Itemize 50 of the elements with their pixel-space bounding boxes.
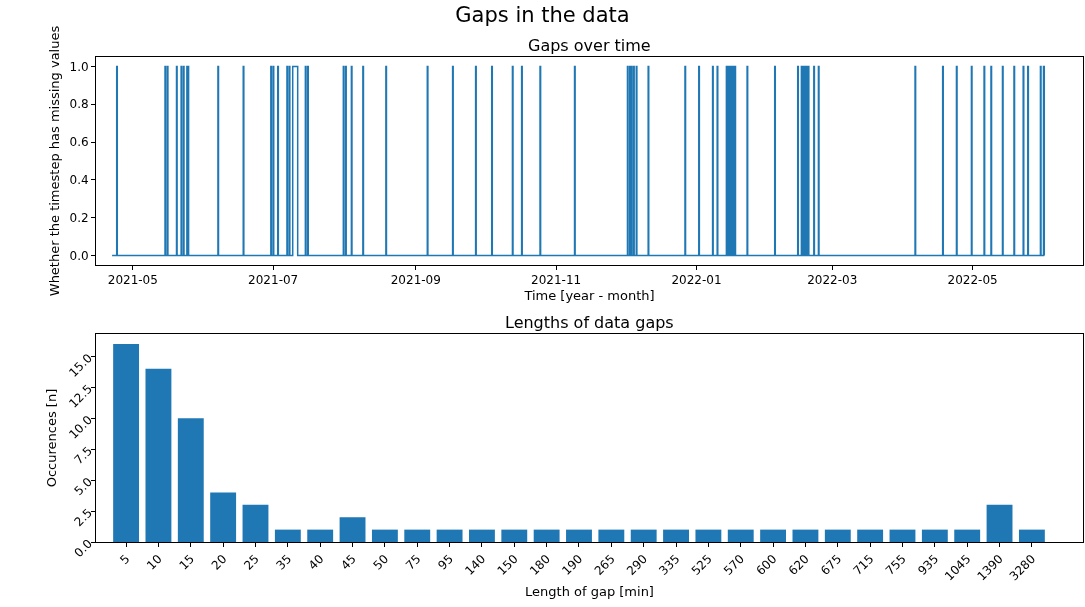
y-tick-label: 0.0 (71, 536, 95, 561)
x-tick-label: 620 (785, 551, 812, 578)
x-tick-label: 190 (559, 551, 586, 578)
x-axis-title: Time [year - month] (523, 288, 655, 303)
x-tick-label: 2022-05 (947, 273, 998, 288)
x-tick-label: 2022-01 (671, 273, 722, 288)
x-tick-label: 290 (623, 551, 651, 578)
y-tick-label: 2.5 (71, 505, 95, 530)
x-tick-label: 15 (176, 551, 198, 573)
x-tick-label: 25 (241, 551, 262, 573)
y-tick-label: 5.0 (71, 474, 95, 499)
x-tick-label: 180 (526, 551, 553, 578)
x-tick-label: 2021-05 (107, 273, 158, 288)
x-tick-label: 45 (338, 551, 359, 573)
x-tick-label: 75 (402, 551, 424, 573)
x-tick-label: 265 (591, 551, 618, 578)
x-tick-label: 95 (435, 551, 456, 573)
x-tick-label: 5 (117, 551, 133, 568)
x-tick-label: 150 (494, 551, 521, 578)
x-tick-label: 715 (850, 551, 877, 578)
y-tick-label: 0.6 (69, 135, 89, 150)
chart-title: Gaps in the data (455, 3, 630, 28)
x-tick-label: 675 (818, 551, 845, 578)
x-tick-label: 935 (915, 551, 942, 578)
y-tick-label: 0.4 (69, 173, 89, 188)
y-tick-label: 0.8 (69, 97, 89, 112)
x-tick-label: 20 (208, 551, 230, 573)
y-tick-label: 0.0 (69, 248, 89, 263)
y-tick-label: 0.2 (69, 210, 89, 225)
x-axis-title: Length of gap [min] (525, 583, 654, 599)
x-tick-label: 50 (370, 551, 392, 573)
x-tick-label: 35 (273, 551, 295, 573)
y-tick-label: 7.5 (71, 443, 95, 468)
x-tick-label: 570 (721, 551, 748, 578)
x-tick-label: 2021-11 (531, 273, 582, 288)
x-tick-label: 600 (753, 551, 780, 578)
x-tick-label: 2021-07 (248, 273, 299, 288)
x-tick-label: 2022-03 (807, 273, 858, 288)
y-axis-title: Whether the timestep has missing values (47, 25, 63, 297)
x-tick-label: 335 (656, 551, 683, 578)
y-tick-label: 1.0 (69, 59, 89, 74)
chart-title: Lengths of data gaps (505, 313, 674, 332)
chart-subtitle: Gaps over time (528, 36, 651, 55)
x-tick-label: 10 (144, 551, 165, 573)
y-axis-title: Occurences [n] (44, 388, 60, 488)
x-tick-label: 2021-09 (390, 273, 441, 288)
x-tick-label: 40 (305, 551, 327, 573)
x-tick-label: 525 (688, 551, 715, 578)
x-tick-label: 755 (882, 551, 909, 578)
x-tick-label: 140 (462, 551, 489, 578)
